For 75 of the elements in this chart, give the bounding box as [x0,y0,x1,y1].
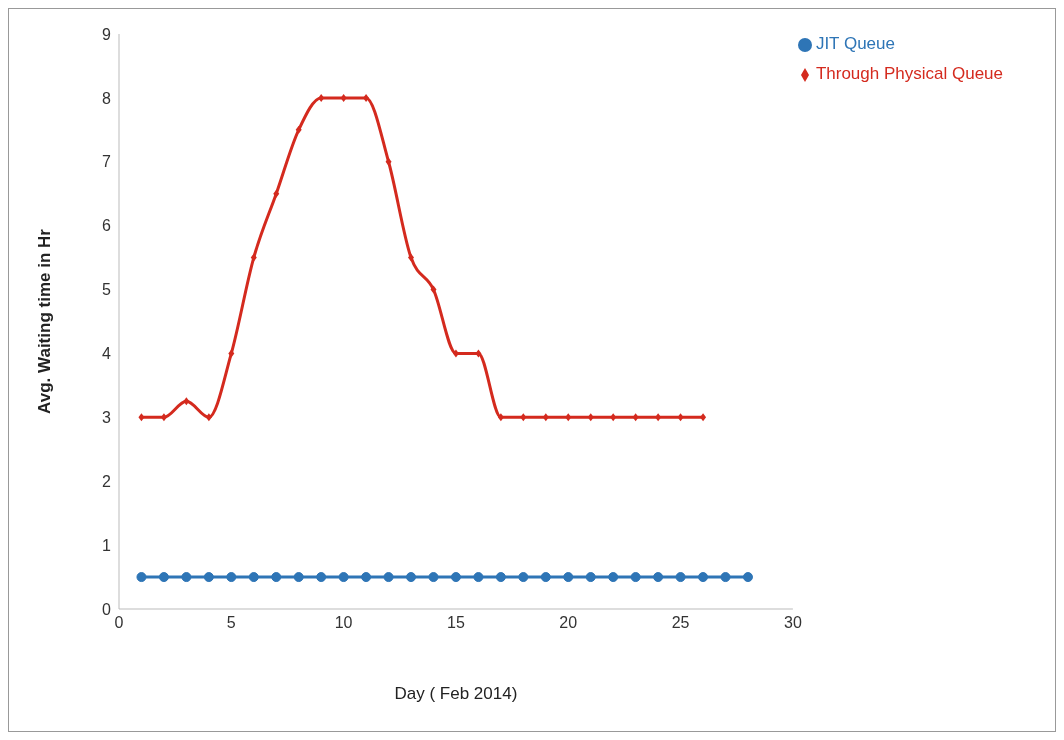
point [655,413,662,422]
point [183,397,190,406]
point [158,572,169,583]
point [138,413,145,422]
point [250,253,257,262]
y-tick-label: 2 [102,472,112,490]
point [318,93,325,102]
point [203,572,214,583]
x-tick-label: 15 [447,614,465,632]
point [271,572,282,583]
point [136,572,147,583]
y-tick-label: 9 [102,25,112,43]
point [475,349,482,358]
point [720,572,731,583]
point [518,572,529,583]
point [160,413,167,422]
y-axis-title: Avg. Waiting time in Hr [35,228,55,414]
x-tick-label: 25 [671,614,690,632]
y-tick-label: 8 [102,89,112,107]
x-tick-label: 20 [559,614,578,632]
point [340,93,347,102]
point [675,572,686,583]
y-tick-label: 7 [102,153,112,171]
point [385,157,392,166]
point [228,349,235,358]
y-tick-label: 3 [102,409,112,427]
point [630,572,641,583]
point [430,285,437,294]
point [473,572,484,583]
point [205,413,212,422]
legend-label: Through Physical Queue [815,64,1003,83]
point [610,413,617,422]
point [698,572,709,583]
point [408,253,415,262]
point [452,349,459,358]
point [316,572,327,583]
x-tick-label: 30 [783,614,802,632]
point [181,572,192,583]
point [450,572,461,583]
point [677,413,684,422]
point [497,413,504,422]
point [495,572,506,583]
y-tick-label: 6 [102,217,112,235]
x-tick-label: 5 [226,614,236,632]
x-tick-label: 10 [334,614,353,632]
point [363,93,370,102]
y-tick-label: 0 [102,600,112,618]
point [632,413,639,422]
y-tick-label: 1 [102,536,112,554]
point [383,572,394,583]
point [540,572,551,583]
point [338,572,349,583]
y-tick-label: 5 [102,281,112,299]
point [587,413,594,422]
x-axis-title: Day ( Feb 2014) [394,684,518,703]
x-tick-label: 0 [114,614,124,632]
point [273,189,280,198]
point [542,413,549,422]
point [565,413,572,422]
legend-label: JIT Queue [815,34,895,53]
point [742,572,753,583]
point [653,572,664,583]
point [563,572,574,583]
point [585,572,596,583]
point [226,572,237,583]
point [361,572,372,583]
y-tick-label: 4 [102,345,112,363]
point [293,572,304,583]
point [248,572,259,583]
point [428,572,439,583]
point [700,413,707,422]
point [295,125,302,134]
point [608,572,619,583]
point [406,572,417,583]
point [520,413,527,422]
